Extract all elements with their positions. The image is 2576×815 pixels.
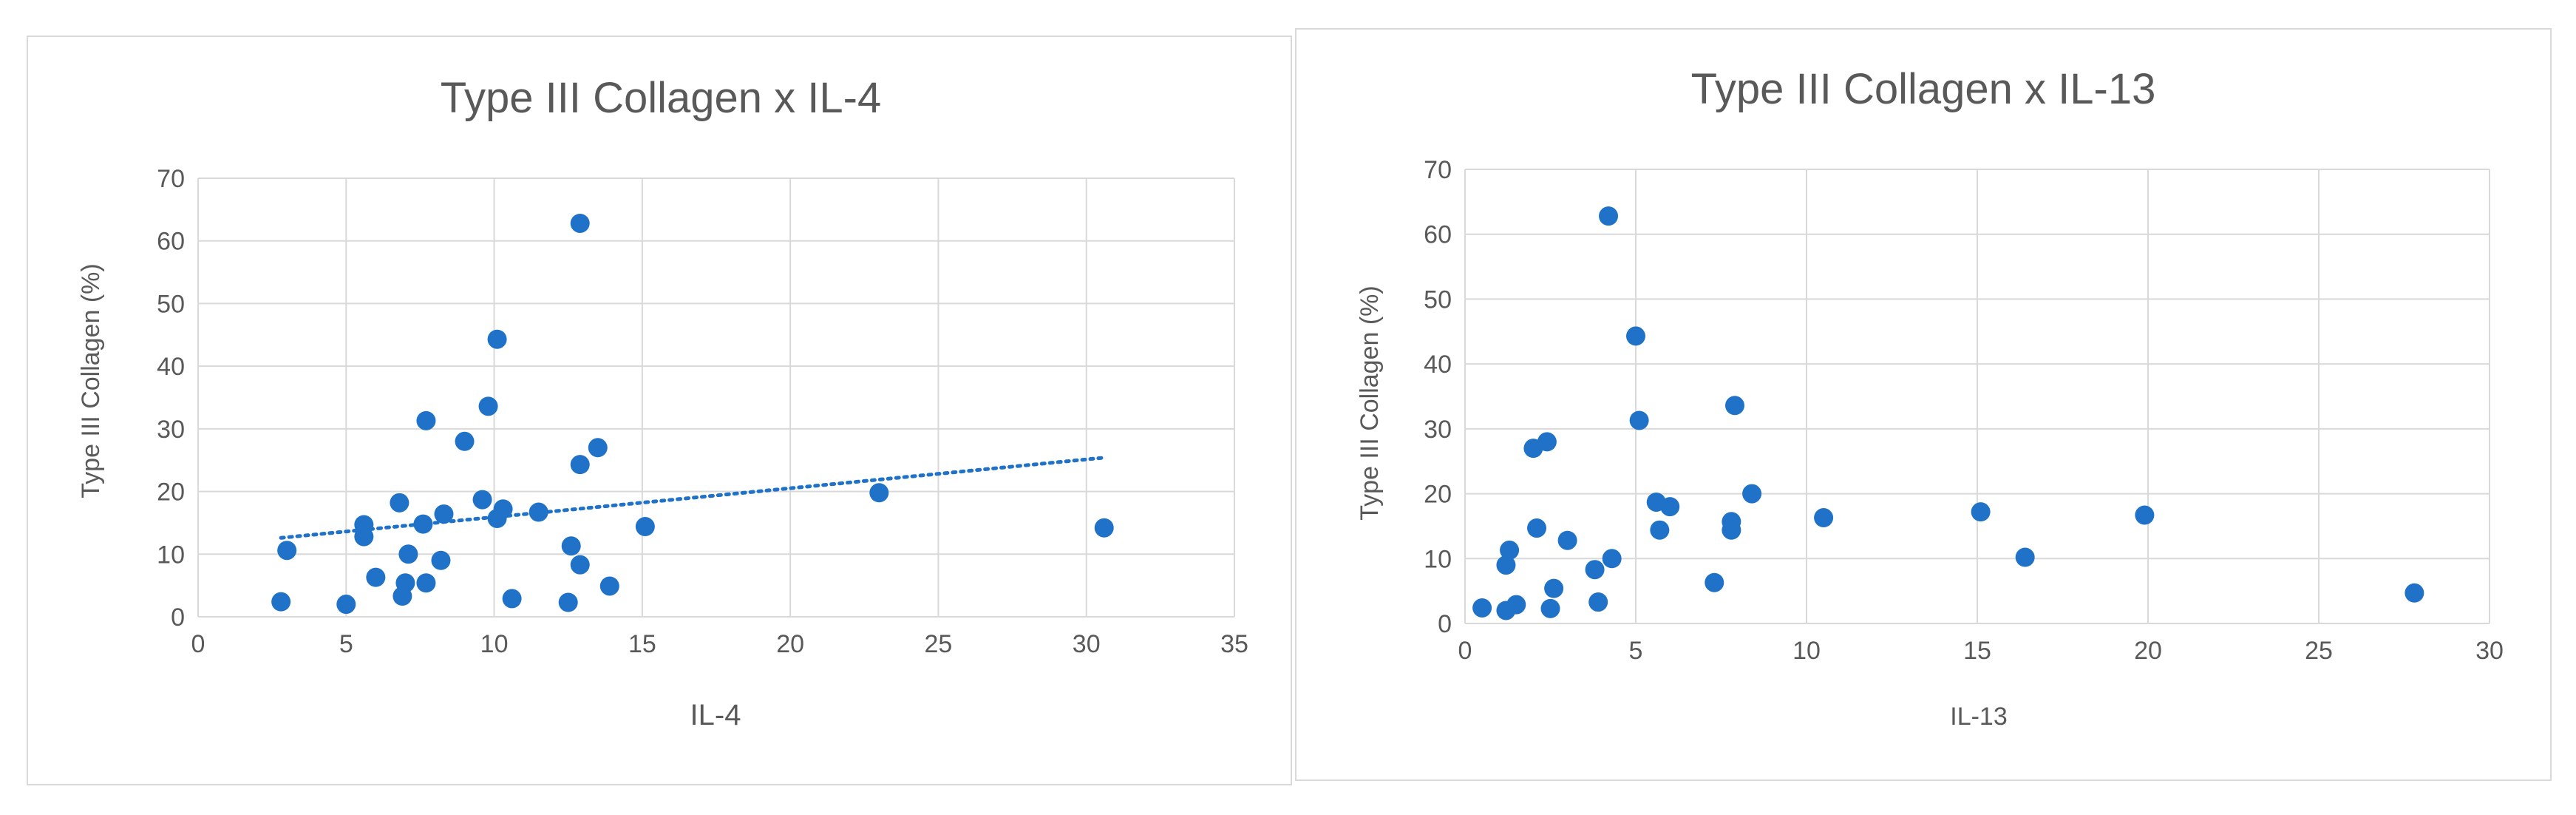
data-point (1094, 518, 1114, 538)
y-axis-label: Type III Collagen (%) (1356, 285, 1384, 520)
data-point (493, 499, 513, 519)
y-tick-label: 70 (1424, 156, 1452, 184)
data-point (472, 490, 492, 510)
y-tick-label: 40 (1424, 351, 1452, 379)
y-tick-label: 50 (157, 290, 185, 318)
data-point (487, 329, 507, 349)
x-tick-label: 0 (1458, 637, 1472, 665)
data-point (1971, 502, 1991, 522)
data-point (570, 555, 590, 575)
y-tick-label: 40 (157, 353, 185, 381)
y-tick-label: 20 (157, 478, 185, 507)
data-point (2135, 505, 2155, 525)
data-point (570, 213, 590, 233)
data-point (570, 455, 590, 475)
y-tick-label: 50 (1424, 285, 1452, 314)
data-point (336, 595, 356, 615)
x-tick-label: 15 (1963, 637, 1991, 665)
data-point (1742, 484, 1762, 504)
scatter-chart-il4: 0 10 20 30 40 50 60 70 0 5 10 15 20 25 30 35 Type III C… (77, 74, 1248, 731)
data-point (271, 592, 291, 612)
data-point (398, 544, 418, 564)
chart-panel-il4: 0 10 20 30 40 50 60 70 0 5 10 15 20 25 30 35 Type III C… (27, 35, 1292, 785)
data-point (413, 514, 433, 534)
data-point (1527, 518, 1547, 538)
chart-title: Type III Collagen x IL-4 (441, 74, 881, 122)
x-tick-label: 25 (925, 630, 953, 658)
data-point (434, 504, 454, 524)
data-point (1544, 578, 1564, 598)
data-point (635, 517, 655, 537)
data-point (431, 550, 451, 570)
data-point (1540, 598, 1560, 618)
x-tick-label: 0 (191, 630, 205, 658)
y-tick-label: 0 (171, 603, 185, 632)
x-tick-label: 25 (2305, 637, 2333, 665)
data-point (1814, 508, 1834, 528)
data-point (599, 576, 619, 596)
data-point (588, 438, 608, 458)
data-point (395, 573, 415, 593)
data-point (558, 592, 578, 612)
data-point (869, 483, 889, 503)
x-tick-label: 20 (2134, 637, 2162, 665)
chart-panel-il13: 0 10 20 30 40 50 60 70 0 5 10 15 20 25 30 Type III Col… (1295, 28, 2552, 781)
y-tick-label: 20 (1424, 481, 1452, 509)
data-point (1557, 530, 1577, 550)
data-point (354, 527, 374, 547)
data-point (1629, 410, 1649, 430)
data-point (561, 536, 581, 556)
y-tick-label: 10 (157, 541, 185, 569)
x-tick-label: 30 (1073, 630, 1101, 658)
data-point (1537, 432, 1557, 452)
y-tick-label: 0 (1438, 610, 1452, 638)
data-point (1472, 598, 1492, 618)
data-point (1626, 326, 1645, 346)
y-tick-label: 60 (157, 228, 185, 256)
data-point (1500, 540, 1520, 560)
data-point (1724, 396, 1744, 416)
data-point (1588, 592, 1608, 612)
data-point (529, 502, 548, 522)
x-axis-label: IL-4 (690, 699, 741, 731)
x-tick-label: 10 (1792, 637, 1821, 665)
data-point (1660, 497, 1680, 517)
x-tick-label: 20 (776, 630, 804, 658)
data-point (277, 541, 297, 561)
data-point (416, 573, 436, 593)
data-point (1705, 572, 1724, 592)
x-tick-label: 35 (1220, 630, 1248, 658)
x-tick-label: 5 (1629, 637, 1643, 665)
y-tick-label: 10 (1424, 545, 1452, 573)
scatter-chart-il13: 0 10 20 30 40 50 60 70 0 5 10 15 20 25 30 Type III Col… (1356, 65, 2504, 731)
data-point (1722, 520, 1741, 540)
y-tick-label: 70 (157, 165, 185, 193)
x-tick-label: 10 (480, 630, 509, 658)
x-tick-label: 30 (2475, 637, 2504, 665)
data-point (390, 493, 409, 513)
y-tick-label: 60 (1424, 221, 1452, 249)
data-point (455, 431, 475, 451)
data-point (1599, 206, 1619, 226)
data-point (1602, 549, 1622, 569)
data-point (1496, 555, 1516, 575)
data-point (416, 410, 436, 430)
y-tick-label: 30 (157, 416, 185, 444)
data-point (2015, 547, 2035, 567)
x-tick-label: 5 (339, 630, 353, 658)
data-point (2405, 583, 2424, 603)
data-point (478, 396, 498, 416)
data-point (502, 589, 522, 609)
x-tick-label: 15 (628, 630, 656, 658)
y-axis-label: Type III Collagen (%) (77, 263, 105, 498)
y-tick-label: 30 (1424, 416, 1452, 444)
data-point (1506, 595, 1526, 615)
data-point (1585, 560, 1605, 580)
data-point (1650, 520, 1670, 540)
x-axis-label: IL-13 (1950, 703, 2008, 731)
chart-title: Type III Collagen x IL-13 (1691, 65, 2156, 113)
data-point (366, 567, 386, 587)
